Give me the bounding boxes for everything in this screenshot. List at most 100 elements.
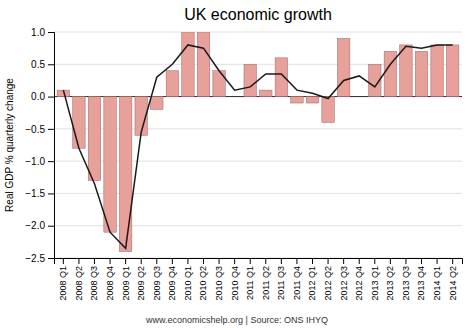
grid-line (54, 32, 462, 33)
bar (306, 97, 318, 103)
tick-mark (141, 258, 142, 264)
tick-mark (328, 258, 329, 264)
tick-label: 2014 Q1 (432, 266, 442, 301)
tick-mark (203, 258, 204, 264)
bar (119, 97, 131, 252)
tick-label: 2010 Q4 (230, 266, 240, 301)
tick: 0.5 (31, 59, 54, 70)
tick: 2013 Q2 (385, 258, 395, 301)
tick: 2008 Q1 (58, 258, 68, 301)
tick-label: 2012 Q2 (323, 266, 333, 301)
tick: 2012 Q1 (307, 258, 317, 301)
tick: 2012 Q4 (354, 258, 364, 301)
tick: 2008 Q2 (74, 258, 84, 301)
tick-label: 2011 Q3 (276, 266, 286, 300)
tick-mark (452, 258, 453, 264)
tick-mark (94, 258, 95, 264)
tick: 2008 Q4 (105, 258, 115, 301)
tick: 2011 Q1 (245, 258, 255, 300)
tick: 2009 Q3 (152, 258, 162, 301)
bar (73, 97, 85, 149)
tick: 2011 Q3 (276, 258, 286, 300)
bar (415, 51, 427, 96)
tick-mark (48, 226, 54, 227)
tick-label: 2008 Q1 (58, 266, 68, 301)
tick: 2009 Q2 (136, 258, 146, 301)
tick-label: 2012 Q3 (339, 266, 349, 301)
tick-mark (281, 258, 282, 264)
tick-mark (48, 32, 54, 33)
tick-label: 2012 Q4 (354, 266, 364, 301)
tick-mark (48, 193, 54, 194)
tick: 2012 Q2 (323, 258, 333, 301)
tick: 2014 Q2 (448, 258, 458, 301)
tick-mark (48, 64, 54, 65)
tick: 2010 Q3 (214, 258, 224, 301)
axis-line (48, 33, 55, 259)
bar (213, 71, 225, 97)
tick-label: 2011 Q4 (292, 266, 302, 300)
annotation: www.economicshelp.org | Source: ONS IHYQ (145, 315, 328, 325)
chart: −2.5−2.0−1.5−1.0−0.50.00.51.02008 Q12008… (0, 0, 474, 328)
tick: 1.0 (31, 27, 54, 38)
tick-label: 2014 Q2 (448, 266, 458, 301)
tick-mark (250, 258, 251, 264)
tick-label: 2010 Q2 (198, 266, 208, 301)
tick-label: 2013 Q2 (385, 266, 395, 301)
bar (88, 97, 100, 181)
tick-mark (296, 258, 297, 264)
tick: 2009 Q4 (167, 258, 177, 301)
grid (54, 32, 462, 258)
tick: 2011 Q4 (292, 258, 302, 300)
bars (57, 32, 459, 252)
tick-mark (374, 258, 375, 264)
bar (291, 97, 303, 103)
bar (182, 32, 194, 97)
tick-mark (312, 258, 313, 264)
marks (54, 32, 462, 252)
tick-label: 2008 Q2 (74, 266, 84, 301)
tick-label: 1.0 (31, 27, 45, 38)
tick-mark (359, 258, 360, 264)
tick-label: 2011 Q2 (261, 266, 271, 300)
tick-mark (63, 258, 64, 264)
bar (400, 45, 412, 97)
bar (275, 58, 287, 97)
tick: −2.5 (25, 253, 54, 264)
tick-mark (421, 258, 422, 264)
tick: 2011 Q2 (261, 258, 271, 300)
tick-label: 2013 Q3 (401, 266, 411, 301)
tick-mark (219, 258, 220, 264)
tick-mark (48, 258, 54, 259)
tick: 2010 Q4 (230, 258, 240, 301)
tick-label: 2010 Q3 (214, 266, 224, 301)
bar (431, 45, 443, 97)
bar (353, 96, 365, 97)
tick-mark (390, 258, 391, 264)
tick-label: 2009 Q1 (121, 266, 131, 301)
tick-label: 0.0 (31, 91, 45, 102)
tick-mark (78, 258, 79, 264)
bar (337, 38, 349, 96)
tick: 2013 Q3 (401, 258, 411, 301)
tick-label: 2009 Q4 (167, 266, 177, 301)
tick: 2008 Q3 (89, 258, 99, 301)
title: UK economic growth (184, 6, 332, 23)
tick: 2013 Q4 (416, 258, 426, 301)
bar (166, 71, 178, 97)
tick-label: 2009 Q2 (136, 266, 146, 301)
tick-label: 2013 Q1 (370, 266, 380, 301)
tick-mark (343, 258, 344, 264)
axis-line (55, 259, 463, 265)
tick: −0.5 (25, 124, 54, 135)
tick: 2013 Q1 (370, 258, 380, 301)
tick-label: 2010 Q1 (183, 266, 193, 301)
line (63, 45, 452, 248)
tick-mark (437, 258, 438, 264)
bar (197, 32, 209, 97)
tick: −2.0 (25, 220, 54, 231)
y-axis: −2.5−2.0−1.5−1.0−0.50.00.51.0 (25, 27, 54, 264)
bar (322, 97, 334, 123)
x-axis: 2008 Q1 2008 Q2 2008 Q3 2008 Q4 2009 Q1 2009 … (55, 258, 463, 301)
tick: 2009 Q1 (121, 258, 131, 301)
